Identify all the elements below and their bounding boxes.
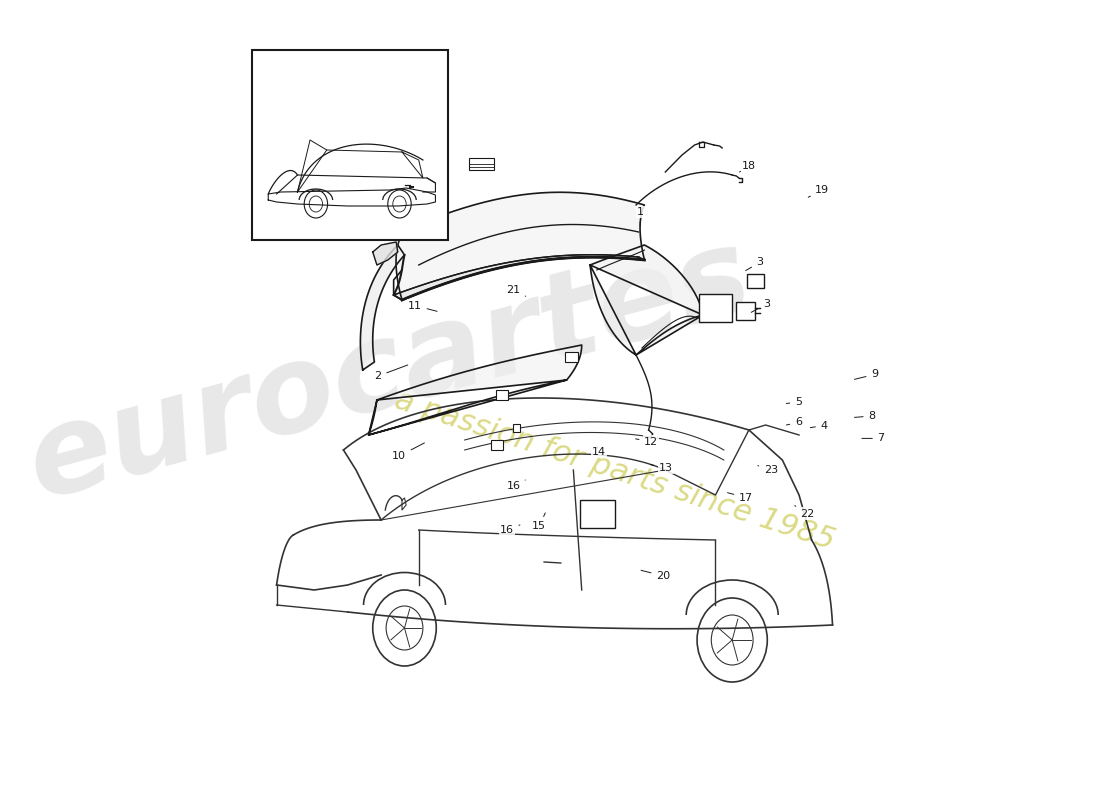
Bar [747, 274, 764, 288]
Text: 3: 3 [751, 299, 771, 312]
Text: 11: 11 [408, 301, 437, 311]
Text: 3: 3 [746, 258, 763, 270]
Bar [736, 302, 755, 320]
Text: 20: 20 [641, 570, 670, 581]
Text: 18: 18 [739, 162, 756, 172]
Text: 14: 14 [592, 446, 606, 457]
Bar [514, 424, 520, 432]
Polygon shape [394, 254, 645, 300]
Bar [496, 390, 508, 400]
Text: 22: 22 [794, 506, 815, 518]
Polygon shape [373, 242, 398, 265]
Text: 8: 8 [855, 411, 876, 421]
Text: 15: 15 [532, 513, 546, 531]
Text: 2: 2 [375, 365, 408, 381]
Text: 9: 9 [855, 370, 878, 379]
Text: 10: 10 [393, 443, 425, 461]
Text: 19: 19 [808, 186, 829, 197]
Bar [580, 500, 615, 528]
Polygon shape [590, 245, 703, 355]
Bar [698, 294, 733, 322]
Text: 17: 17 [727, 493, 754, 502]
Text: 16: 16 [506, 480, 526, 491]
Text: 16: 16 [499, 525, 520, 534]
Bar [252, 50, 448, 240]
Bar [492, 440, 503, 450]
Text: 7: 7 [862, 434, 884, 443]
Text: 12: 12 [636, 437, 658, 446]
Text: 4: 4 [811, 421, 827, 430]
Text: 13: 13 [650, 463, 673, 473]
Bar [469, 158, 494, 170]
Bar [565, 352, 579, 362]
Polygon shape [368, 345, 582, 435]
Text: 5: 5 [786, 397, 802, 406]
Text: 23: 23 [758, 466, 778, 475]
Text: a passion for parts since 1985: a passion for parts since 1985 [392, 385, 839, 555]
Text: eurocartes: eurocartes [15, 218, 763, 522]
Text: 6: 6 [786, 418, 802, 427]
Text: 1: 1 [637, 207, 644, 226]
Polygon shape [361, 245, 405, 370]
Polygon shape [396, 192, 645, 300]
Text: 21: 21 [506, 285, 526, 296]
